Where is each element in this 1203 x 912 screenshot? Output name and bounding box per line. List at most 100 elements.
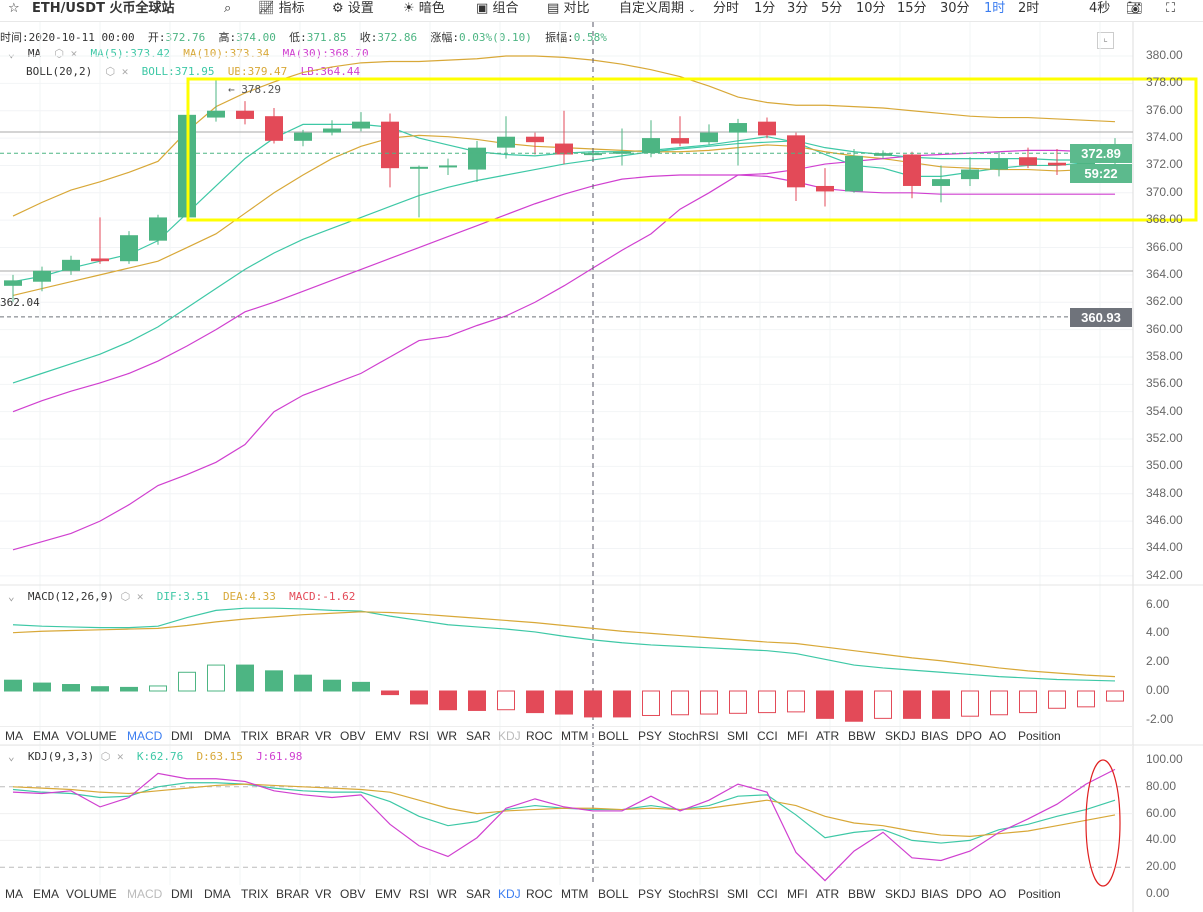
tab-ema[interactable]: EMA xyxy=(33,729,60,743)
tab-mfi[interactable]: MFI xyxy=(787,887,808,901)
change-value: 0.03%(0.10) xyxy=(458,31,532,44)
candle xyxy=(932,179,950,186)
tab-sar[interactable]: SAR xyxy=(466,887,491,901)
indicator-button[interactable]: 📈︎ 指标 xyxy=(258,0,305,20)
tab-emv[interactable]: EMV xyxy=(375,887,402,901)
camera-icon[interactable]: 📷︎ xyxy=(1126,1,1143,16)
close-icon[interactable]: ✕ xyxy=(136,590,144,603)
tab-skdj[interactable]: SKDJ xyxy=(885,887,916,901)
line-lb xyxy=(12,174,1115,413)
collapse-chevron-icon[interactable]: ⌄ xyxy=(8,750,15,763)
tab-dma[interactable]: DMA xyxy=(204,729,231,743)
period-3分[interactable]: 3分 xyxy=(787,1,809,16)
settings-icon[interactable]: ⬡ xyxy=(54,47,64,60)
tab-smi[interactable]: SMI xyxy=(727,887,749,901)
tab-kdj[interactable]: KDJ xyxy=(498,887,521,901)
macd-bar xyxy=(33,682,51,692)
period-15分[interactable]: 15分 xyxy=(897,1,927,16)
tab-bbw[interactable]: BBW xyxy=(848,729,876,743)
tab-cci[interactable]: CCI xyxy=(757,887,778,901)
tab-ma[interactable]: MA xyxy=(5,887,23,901)
settings-icon[interactable]: ⬡ xyxy=(100,750,111,763)
tab-macd[interactable]: MACD xyxy=(127,887,163,901)
search-icon[interactable]: ⌕ xyxy=(224,1,232,16)
custom-period-dropdown[interactable]: 自定义周期 ⌄ xyxy=(619,0,696,20)
tab-dpo[interactable]: DPO xyxy=(956,729,983,743)
settings-button[interactable]: ⚙ 设置 xyxy=(332,0,374,20)
close-icon[interactable]: ✕ xyxy=(116,750,124,763)
tab-ao[interactable]: AO xyxy=(989,729,1007,743)
compare-button[interactable]: ▤ 对比 xyxy=(547,0,589,20)
tab-stochrsi[interactable]: StochRSI xyxy=(668,729,719,743)
tab-wr[interactable]: WR xyxy=(437,887,457,901)
period-2时[interactable]: 2时 xyxy=(1018,1,1040,16)
tab-dmi[interactable]: DMI xyxy=(171,729,193,743)
settings-icon[interactable]: ⬡ xyxy=(105,65,116,78)
tab-rsi[interactable]: RSI xyxy=(409,887,430,901)
layout-button[interactable]: ▣ 组合 xyxy=(476,0,518,20)
tab-boll[interactable]: BOLL xyxy=(598,729,629,743)
period-分时[interactable]: 分时 xyxy=(713,1,740,16)
tab-dpo[interactable]: DPO xyxy=(956,887,983,901)
period-1时[interactable]: 1时 xyxy=(984,1,1006,16)
tab-macd[interactable]: MACD xyxy=(127,729,163,743)
tab-rsi[interactable]: RSI xyxy=(409,729,430,743)
tab-dmi[interactable]: DMI xyxy=(171,887,193,901)
tab-atr[interactable]: ATR xyxy=(816,887,840,901)
period-1分[interactable]: 1分 xyxy=(754,1,776,16)
period-5分[interactable]: 5分 xyxy=(821,1,843,16)
boll-mid-value: BOLL:371.95 xyxy=(141,65,215,78)
tab-volume[interactable]: VOLUME xyxy=(66,887,117,901)
tab-obv[interactable]: OBV xyxy=(340,887,366,901)
tab-boll[interactable]: BOLL xyxy=(598,887,629,901)
tab-position[interactable]: Position xyxy=(1018,887,1061,901)
tab-ma[interactable]: MA xyxy=(5,729,23,743)
expand-icon[interactable]: ⌞ xyxy=(1097,32,1114,49)
favorite-star-icon[interactable]: ☆ xyxy=(8,1,20,16)
collapse-chevron-icon[interactable]: ⌄ xyxy=(8,47,15,60)
dark-mode-button[interactable]: ☀ 暗色 xyxy=(403,0,445,20)
tab-mfi[interactable]: MFI xyxy=(787,729,808,743)
macd-bar xyxy=(439,690,457,711)
close-icon[interactable]: ✕ xyxy=(70,47,78,60)
line-kdj-j xyxy=(12,768,1116,882)
tab-atr[interactable]: ATR xyxy=(816,729,840,743)
tab-volume[interactable]: VOLUME xyxy=(66,729,117,743)
tab-mtm[interactable]: MTM xyxy=(561,887,589,901)
tab-smi[interactable]: SMI xyxy=(727,729,749,743)
period-30分[interactable]: 30分 xyxy=(940,1,970,16)
tab-bias[interactable]: BIAS xyxy=(921,729,949,743)
tab-cci[interactable]: CCI xyxy=(757,729,778,743)
tab-vr[interactable]: VR xyxy=(315,887,332,901)
tab-position[interactable]: Position xyxy=(1018,729,1061,743)
tab-ao[interactable]: AO xyxy=(989,887,1007,901)
tab-wr[interactable]: WR xyxy=(437,729,457,743)
tab-bias[interactable]: BIAS xyxy=(921,887,949,901)
tab-bbw[interactable]: BBW xyxy=(848,887,876,901)
tab-psy[interactable]: PSY xyxy=(638,729,663,743)
tab-roc[interactable]: ROC xyxy=(526,887,553,901)
tab-brar[interactable]: BRAR xyxy=(276,887,310,901)
period-10分[interactable]: 10分 xyxy=(856,1,886,16)
settings-icon[interactable]: ⬡ xyxy=(120,590,131,603)
tab-skdj[interactable]: SKDJ xyxy=(885,729,916,743)
close-icon[interactable]: ✕ xyxy=(121,65,129,78)
tab-trix[interactable]: TRIX xyxy=(241,729,269,743)
tab-stochrsi[interactable]: StochRSI xyxy=(668,887,719,901)
tab-mtm[interactable]: MTM xyxy=(561,729,589,743)
tab-emv[interactable]: EMV xyxy=(375,729,402,743)
fullscreen-icon[interactable]: ⛶ xyxy=(1166,1,1176,16)
refresh-interval[interactable]: 4秒 xyxy=(1089,1,1111,16)
tab-sar[interactable]: SAR xyxy=(466,729,491,743)
tab-trix[interactable]: TRIX xyxy=(241,887,269,901)
tab-dma[interactable]: DMA xyxy=(204,887,231,901)
tab-roc[interactable]: ROC xyxy=(526,729,553,743)
tab-ema[interactable]: EMA xyxy=(33,887,60,901)
tab-kdj[interactable]: KDJ xyxy=(498,729,521,743)
tab-vr[interactable]: VR xyxy=(315,729,332,743)
tab-obv[interactable]: OBV xyxy=(340,729,366,743)
tab-brar[interactable]: BRAR xyxy=(276,729,310,743)
tab-psy[interactable]: PSY xyxy=(638,887,663,901)
collapse-chevron-icon[interactable]: ⌄ xyxy=(8,590,15,603)
